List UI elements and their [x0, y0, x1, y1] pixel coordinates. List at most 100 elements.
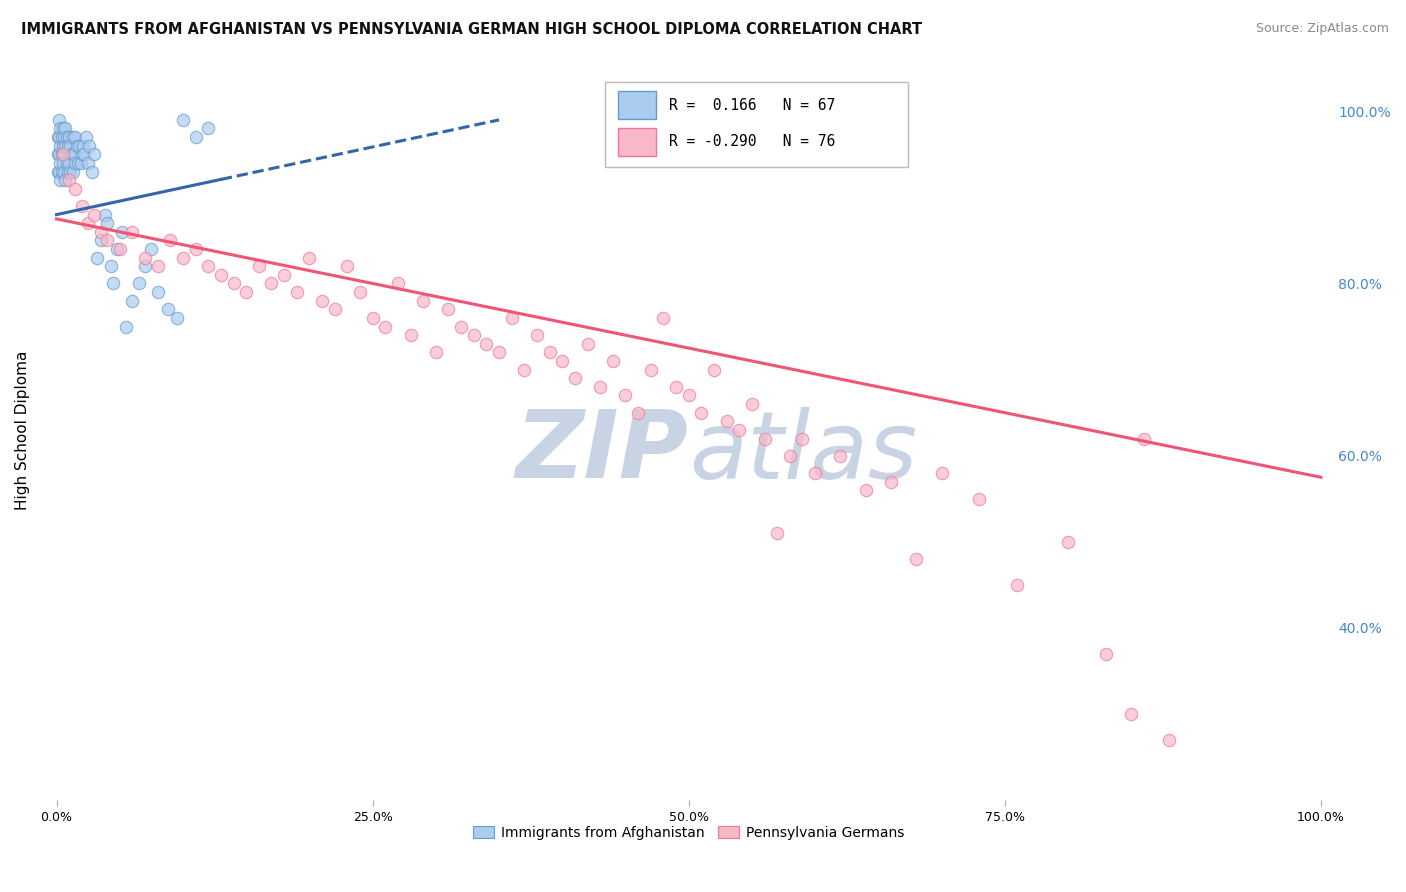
- Point: [526, 328, 548, 343]
- Point: [65, 156, 87, 170]
- Point: [55, 138, 77, 153]
- Point: [387, 277, 409, 291]
- Y-axis label: High School Diploma: High School Diploma: [15, 351, 30, 509]
- Point: [222, 277, 245, 291]
- Point: [374, 319, 396, 334]
- Point: [66, 138, 89, 153]
- Point: [141, 242, 163, 256]
- Point: [86, 251, 108, 265]
- Point: [766, 526, 789, 541]
- Point: [1133, 432, 1156, 446]
- Point: [488, 345, 510, 359]
- Point: [754, 432, 776, 446]
- Point: [905, 552, 928, 566]
- Point: [46, 164, 69, 178]
- Point: [55, 173, 77, 187]
- Point: [134, 251, 156, 265]
- Point: [73, 147, 96, 161]
- Point: [75, 130, 97, 145]
- Point: [576, 336, 599, 351]
- Point: [128, 277, 150, 291]
- Point: [412, 293, 434, 308]
- Point: [690, 406, 713, 420]
- Point: [66, 156, 89, 170]
- Point: [48, 147, 70, 161]
- Point: [703, 362, 725, 376]
- Point: [538, 345, 561, 359]
- Point: [53, 130, 76, 145]
- Point: [652, 310, 675, 325]
- Point: [105, 242, 128, 256]
- Point: [51, 130, 73, 145]
- Point: [880, 475, 903, 489]
- Point: [69, 156, 91, 170]
- Point: [589, 380, 612, 394]
- Point: [678, 388, 700, 402]
- Point: [53, 164, 76, 178]
- Point: [55, 121, 77, 136]
- Point: [49, 138, 72, 153]
- Point: [425, 345, 447, 359]
- Point: [311, 293, 333, 308]
- Point: [146, 260, 169, 274]
- Text: atlas: atlas: [689, 407, 917, 498]
- Point: [197, 121, 219, 136]
- Point: [100, 260, 122, 274]
- Point: [197, 260, 219, 274]
- FancyBboxPatch shape: [617, 91, 657, 119]
- Point: [551, 354, 574, 368]
- Point: [931, 466, 953, 480]
- Point: [1121, 707, 1143, 722]
- Point: [716, 414, 738, 428]
- Point: [1095, 647, 1118, 661]
- Point: [62, 130, 84, 145]
- Point: [46, 147, 69, 161]
- Point: [121, 293, 143, 308]
- Point: [93, 208, 115, 222]
- Point: [450, 319, 472, 334]
- Point: [260, 277, 283, 291]
- Point: [48, 130, 70, 145]
- Point: [463, 328, 485, 343]
- Point: [602, 354, 624, 368]
- Point: [640, 362, 662, 376]
- Point: [134, 260, 156, 274]
- Point: [1007, 578, 1029, 592]
- Point: [51, 147, 73, 161]
- Point: [52, 147, 75, 161]
- Point: [855, 483, 877, 498]
- Point: [103, 277, 125, 291]
- Point: [627, 406, 650, 420]
- Point: [52, 138, 75, 153]
- Point: [60, 147, 83, 161]
- Point: [79, 138, 101, 153]
- Point: [83, 147, 105, 161]
- Point: [792, 432, 814, 446]
- FancyBboxPatch shape: [617, 128, 657, 156]
- Point: [779, 449, 801, 463]
- Point: [336, 260, 359, 274]
- Point: [46, 130, 69, 145]
- Point: [51, 164, 73, 178]
- Point: [56, 164, 79, 178]
- Point: [55, 130, 77, 145]
- Point: [70, 199, 93, 213]
- Point: [48, 112, 70, 127]
- Point: [285, 285, 308, 299]
- FancyBboxPatch shape: [605, 82, 908, 167]
- Point: [70, 147, 93, 161]
- Point: [59, 138, 82, 153]
- Point: [247, 260, 270, 274]
- Point: [665, 380, 688, 394]
- Point: [58, 156, 80, 170]
- Point: [96, 234, 118, 248]
- Point: [55, 156, 77, 170]
- Point: [437, 302, 460, 317]
- Point: [235, 285, 257, 299]
- Point: [501, 310, 523, 325]
- Point: [121, 225, 143, 239]
- Point: [614, 388, 637, 402]
- Point: [166, 310, 188, 325]
- Point: [172, 112, 194, 127]
- Point: [513, 362, 536, 376]
